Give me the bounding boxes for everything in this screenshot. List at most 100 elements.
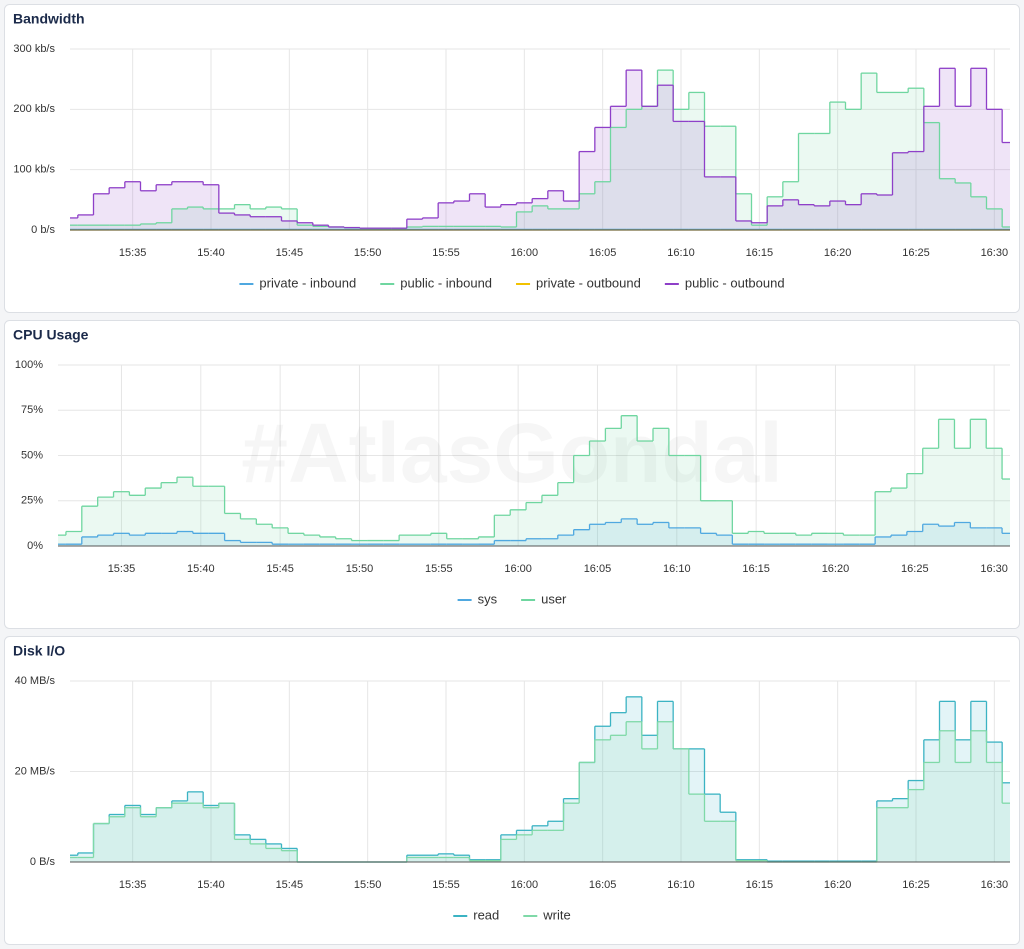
area-fill: [795, 535, 812, 546]
area-fill: [203, 184, 219, 230]
area-fill: [478, 536, 495, 546]
area-fill: [923, 739, 940, 862]
area-fill: [516, 211, 533, 230]
area-fill: [970, 68, 987, 230]
area-fill: [319, 536, 336, 546]
area-fill: [58, 535, 66, 546]
area-fill: [637, 524, 653, 546]
area-fill: [621, 415, 638, 546]
area-fill: [923, 762, 940, 862]
area-fill: [970, 527, 987, 546]
chart-title: Disk I/O: [13, 643, 65, 659]
y-tick-label: 0%: [27, 540, 43, 552]
area-fill: [203, 805, 219, 862]
area-fill: [891, 535, 907, 546]
area-fill: [673, 121, 689, 230]
area-fill: [955, 106, 971, 230]
area-fill: [367, 544, 384, 546]
area-fill: [208, 486, 225, 546]
area-fill: [986, 762, 1003, 862]
area-fill: [688, 121, 705, 230]
area-fill: [720, 821, 736, 862]
area-fill: [798, 204, 815, 230]
area-fill: [145, 488, 162, 546]
area-fill: [109, 225, 125, 230]
area-fill: [224, 540, 241, 546]
area-fill: [124, 181, 141, 230]
x-tick-label: 16:20: [822, 563, 850, 575]
x-tick-label: 15:50: [346, 563, 374, 575]
x-tick-label: 16:20: [824, 247, 852, 259]
area-fill: [923, 106, 940, 230]
x-tick-label: 16:05: [589, 879, 617, 891]
area-fill: [626, 109, 642, 230]
area-fill: [469, 193, 486, 230]
area-fill: [657, 701, 674, 862]
area-fill: [626, 70, 642, 230]
area-fill: [955, 182, 971, 230]
x-tick-label: 15:40: [197, 879, 225, 891]
area-fill: [626, 696, 642, 862]
area-fill: [97, 535, 114, 546]
y-tick-label: 100 kb/s: [13, 164, 55, 176]
area-fill: [563, 201, 580, 230]
area-fill: [65, 544, 82, 546]
area-fill: [939, 730, 956, 862]
area-fill: [124, 225, 141, 230]
area-fill: [922, 524, 939, 546]
area-fill: [171, 803, 188, 862]
area-fill: [129, 535, 146, 546]
area-fill: [891, 488, 907, 546]
area-fill: [500, 839, 517, 862]
x-tick-label: 16:15: [742, 563, 770, 575]
area-fill: [93, 225, 110, 230]
y-tick-label: 50%: [21, 449, 43, 461]
area-fill: [250, 208, 266, 230]
area-fill: [250, 839, 266, 862]
chart-title: Bandwidth: [13, 11, 85, 27]
area-fill: [500, 834, 517, 862]
area-fill: [234, 834, 251, 862]
x-tick-label: 15:55: [432, 879, 460, 891]
area-fill: [782, 199, 799, 230]
area-fill: [922, 448, 939, 546]
area-fill: [954, 522, 971, 546]
area-fill: [161, 482, 177, 546]
legend-label: public - outbound: [685, 275, 785, 290]
area-fill: [406, 855, 423, 862]
area-fill: [605, 428, 622, 546]
area-fill: [234, 204, 251, 230]
area-fill: [177, 477, 193, 546]
area-fill: [557, 482, 574, 546]
area-fill: [485, 207, 501, 230]
area-fill: [145, 533, 162, 546]
area-fill: [1002, 782, 1010, 862]
area-fill: [767, 196, 783, 230]
area-fill: [641, 106, 658, 230]
x-tick-label: 15:35: [119, 247, 147, 259]
area-fill: [526, 538, 542, 546]
area-fill: [510, 540, 527, 546]
area-fill: [938, 419, 955, 546]
x-tick-label: 16:30: [981, 247, 1009, 259]
chart-title: CPU Usage: [13, 327, 89, 343]
area-fill: [218, 803, 235, 862]
area-fill: [845, 204, 862, 230]
area-fill: [171, 181, 188, 230]
legend-label: write: [542, 907, 570, 922]
area-fill: [829, 201, 846, 230]
y-tick-label: 20 MB/s: [15, 765, 56, 777]
area-fill: [109, 814, 125, 862]
area-fill: [906, 531, 923, 546]
area-fill: [265, 216, 282, 230]
area-fill: [751, 225, 768, 230]
area-fill: [563, 208, 580, 230]
area-fill: [908, 88, 924, 230]
area-fill: [668, 455, 685, 546]
area-fill: [892, 807, 909, 862]
area-fill: [594, 726, 611, 862]
area-fill: [594, 739, 611, 862]
area-fill: [1002, 533, 1010, 546]
area-fill: [751, 222, 768, 230]
